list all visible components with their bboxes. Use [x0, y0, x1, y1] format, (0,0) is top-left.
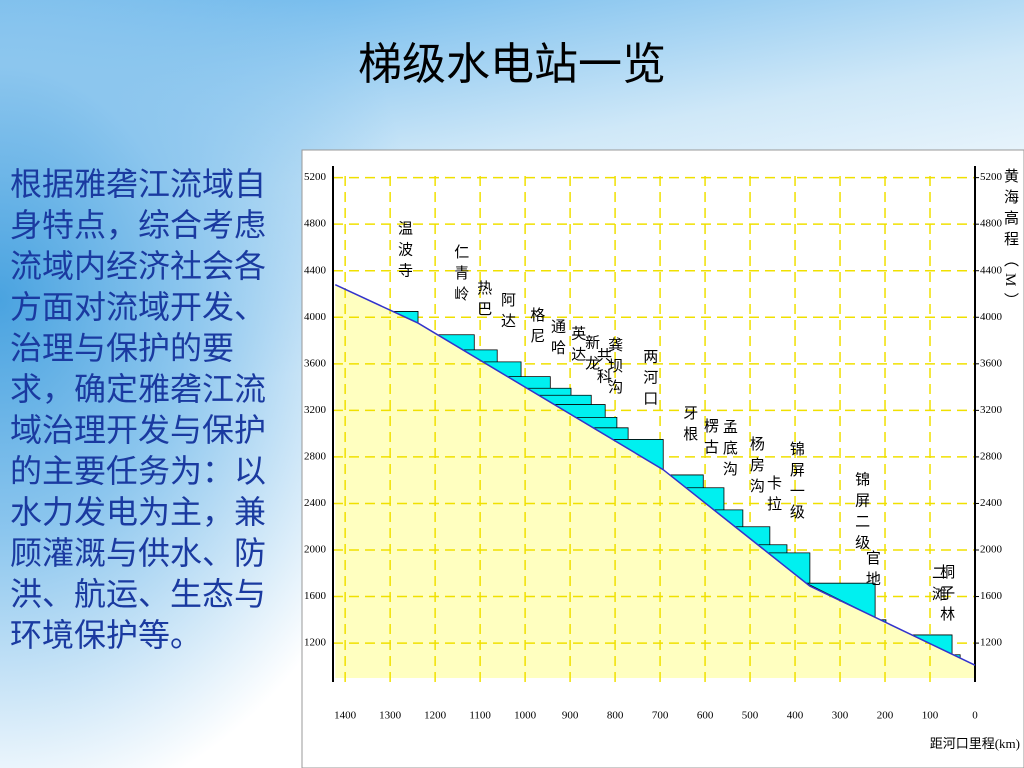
x-tick-label: 900 [562, 710, 579, 722]
station-label: 仁青岭 [452, 244, 469, 307]
y2-tick-label: 3600 [980, 357, 1003, 369]
y2-tick-label: 4000 [980, 311, 1003, 323]
x-tick-label: 300 [832, 710, 849, 722]
x-tick-label: 1300 [379, 710, 402, 722]
station-label: 格尼 [528, 307, 545, 349]
y-tick-label: 3200 [304, 404, 327, 416]
y-tick-label: 4800 [304, 218, 327, 230]
y-tick-label: 3600 [304, 357, 327, 369]
body-text: 根据雅砻江流域自身特点，综合考虑流域内经济社会各方面对流域开发、治理与保护的要求… [10, 166, 267, 653]
x-tick-label: 1200 [424, 710, 447, 722]
station-label: 杨房沟 [748, 436, 765, 499]
y-tick-label: 1200 [304, 637, 327, 649]
x-tick-label: 1100 [469, 710, 491, 722]
station-label: 孟底沟 [721, 419, 738, 482]
x-axis-title: 距河口里程(km) [930, 736, 1020, 751]
y2-tick-label: 2000 [980, 544, 1003, 556]
station-label: 两河口 [641, 348, 658, 411]
station-label: 英达 [569, 324, 586, 367]
x-tick-label: 0 [972, 710, 978, 722]
y2-tick-label: 5200 [980, 171, 1003, 183]
y2-axis-title: 黄海高程（M） [1002, 168, 1019, 313]
river-bed [334, 284, 976, 666]
x-tick-label: 100 [922, 710, 939, 722]
station-label: 官地 [864, 550, 881, 592]
station-label: 二滩 [930, 565, 947, 607]
y2-tick-label: 1600 [980, 590, 1003, 602]
station-label: 锦屏一级 [788, 441, 805, 525]
y2-tick-label: 3200 [980, 404, 1003, 416]
station-label: 共科 [595, 347, 612, 389]
x-tick-label: 500 [742, 710, 759, 722]
station-label: 温波寺 [396, 220, 413, 283]
y-tick-label: 2800 [304, 450, 327, 462]
y2-tick-label: 2400 [980, 497, 1003, 509]
y-tick-label: 2400 [304, 497, 327, 509]
y-tick-label: 4000 [304, 311, 327, 323]
x-tick-label: 1400 [334, 710, 357, 722]
x-tick-label: 400 [787, 710, 804, 722]
x-tick-label: 1000 [514, 710, 537, 722]
x-tick-label: 700 [652, 710, 669, 722]
station-label: 卡拉 [765, 475, 782, 517]
station-label: 楞古 [702, 418, 719, 460]
x-tick-label: 200 [877, 710, 894, 722]
y2-tick-label: 4800 [980, 218, 1003, 230]
y2-tick-label: 4400 [980, 264, 1003, 276]
y-tick-label: 4400 [304, 264, 327, 276]
station-label: 锦屏二级 [853, 471, 870, 555]
station-label: 热巴 [475, 280, 492, 322]
slide-title: 梯级水电站一览 [358, 40, 666, 89]
station-label: 龚坝沟 [606, 337, 623, 400]
y-tick-label: 1600 [304, 590, 327, 602]
y-tick-label: 5200 [304, 171, 327, 183]
y2-tick-label: 1200 [980, 637, 1003, 649]
station-label: 桐子林 [938, 564, 955, 627]
x-tick-label: 800 [607, 710, 624, 722]
station-label: 牙根 [681, 405, 698, 447]
y2-tick-label: 2800 [980, 450, 1003, 462]
x-tick-label: 600 [697, 710, 714, 722]
y-tick-label: 2000 [304, 544, 327, 556]
station-label: 新龙 [583, 335, 600, 377]
station-label: 通哈 [549, 318, 566, 360]
ground-fill [335, 284, 975, 678]
station-label: 阿达 [499, 292, 515, 334]
